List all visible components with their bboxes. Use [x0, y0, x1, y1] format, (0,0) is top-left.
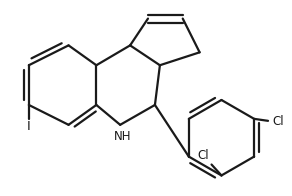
Text: Cl: Cl [198, 149, 209, 162]
Text: Cl: Cl [272, 115, 284, 128]
Text: I: I [27, 120, 31, 133]
Text: NH: NH [113, 130, 131, 143]
